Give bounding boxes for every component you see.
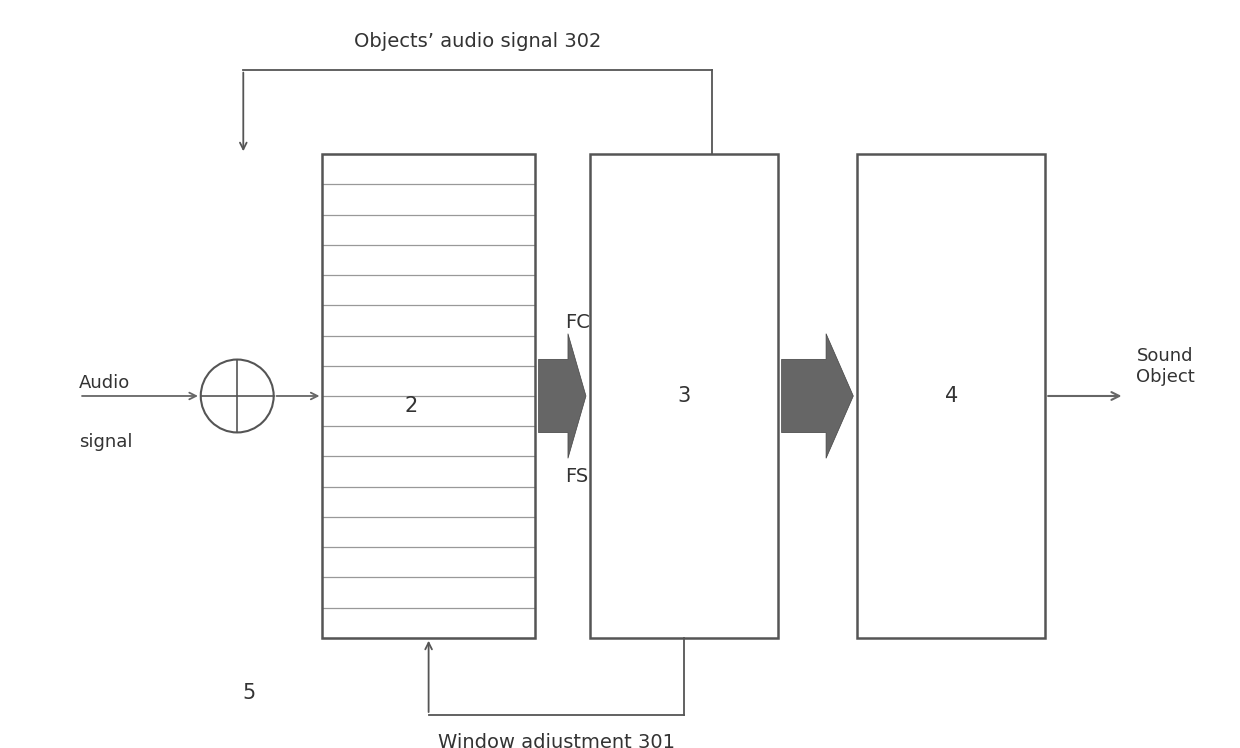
Text: Sound
Object: Sound Object [1136, 347, 1195, 386]
Text: 4: 4 [945, 386, 957, 406]
Polygon shape [781, 334, 853, 459]
Text: 5: 5 [243, 683, 255, 703]
Bar [857, 154, 1045, 638]
Polygon shape [538, 334, 587, 459]
Text: Audio: Audio [79, 374, 130, 393]
Text: FC: FC [565, 313, 590, 332]
Text: signal: signal [79, 433, 133, 451]
Bar [322, 154, 534, 638]
Text: Window adjustment 301: Window adjustment 301 [438, 733, 675, 748]
Text: 2: 2 [405, 396, 418, 416]
Text: 3: 3 [677, 386, 691, 406]
Bar [589, 154, 777, 638]
Text: FS: FS [565, 467, 588, 486]
Text: Objects’ audio signal 302: Objects’ audio signal 302 [353, 32, 601, 52]
